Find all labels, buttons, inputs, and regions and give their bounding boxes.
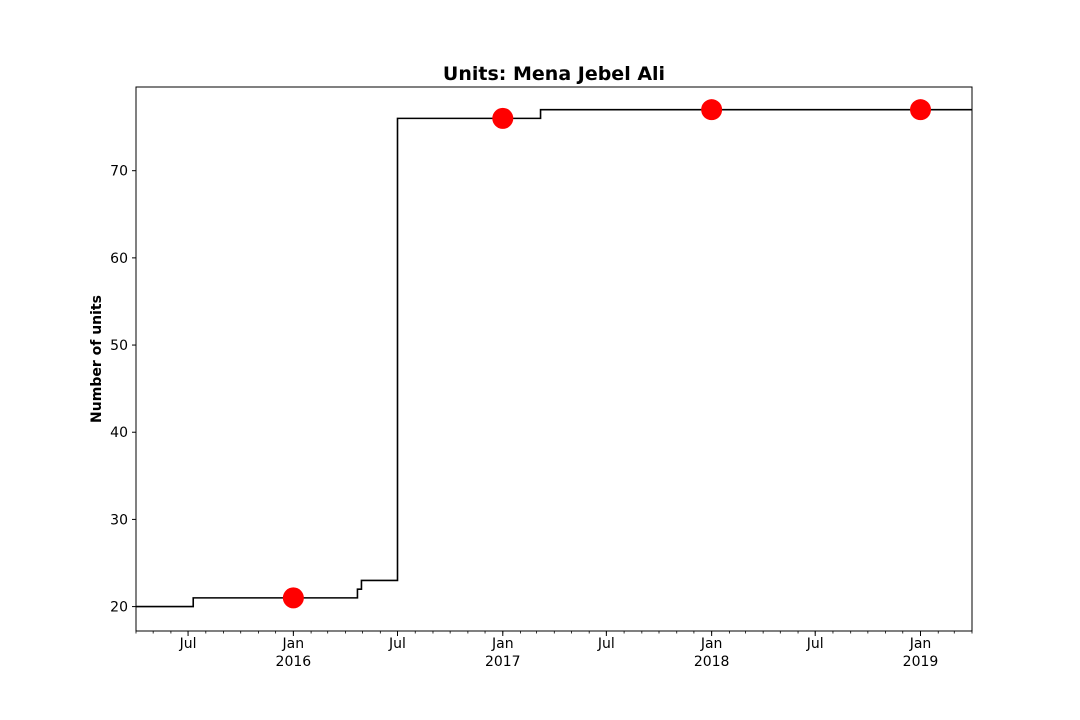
x-tick-year-label: 2017 bbox=[485, 654, 521, 670]
y-axis-label: Number of units bbox=[89, 295, 105, 423]
y-tick-label: 70 bbox=[110, 164, 128, 180]
x-tick-label: Jul bbox=[179, 636, 197, 652]
data-point-marker bbox=[492, 107, 514, 129]
x-tick-label: Jan bbox=[909, 636, 932, 652]
axes-frame bbox=[135, 86, 973, 632]
x-tick-year-label: 2018 bbox=[694, 654, 730, 670]
x-tick-year-label: 2019 bbox=[903, 654, 939, 670]
data-point-marker bbox=[910, 99, 931, 121]
data-point-marker bbox=[282, 587, 304, 609]
x-tick-label: Jul bbox=[597, 636, 615, 652]
y-tick-label: 40 bbox=[110, 425, 128, 441]
data-point-marker bbox=[701, 99, 723, 121]
y-tick-label: 20 bbox=[110, 600, 128, 616]
series-step-line bbox=[136, 108, 972, 608]
y-tick-label: 30 bbox=[110, 512, 128, 528]
y-tick-label: 50 bbox=[110, 338, 128, 354]
x-tick-label: Jan bbox=[700, 636, 723, 652]
chart-title: Units: Mena Jebel Ali bbox=[443, 63, 665, 85]
y-tick-label: 60 bbox=[110, 251, 128, 267]
x-tick-label: Jul bbox=[388, 636, 406, 652]
plot-area: 20 30 40 50 60 70 Jul Jan 2016 Jul Jan 2017 Jul Jan 20… bbox=[110, 86, 973, 670]
x-tick-label: Jul bbox=[806, 636, 824, 652]
x-tick-year-label: 2016 bbox=[276, 654, 312, 670]
x-tick-label: Jan bbox=[282, 636, 305, 652]
x-tick-label: Jan bbox=[491, 636, 514, 652]
